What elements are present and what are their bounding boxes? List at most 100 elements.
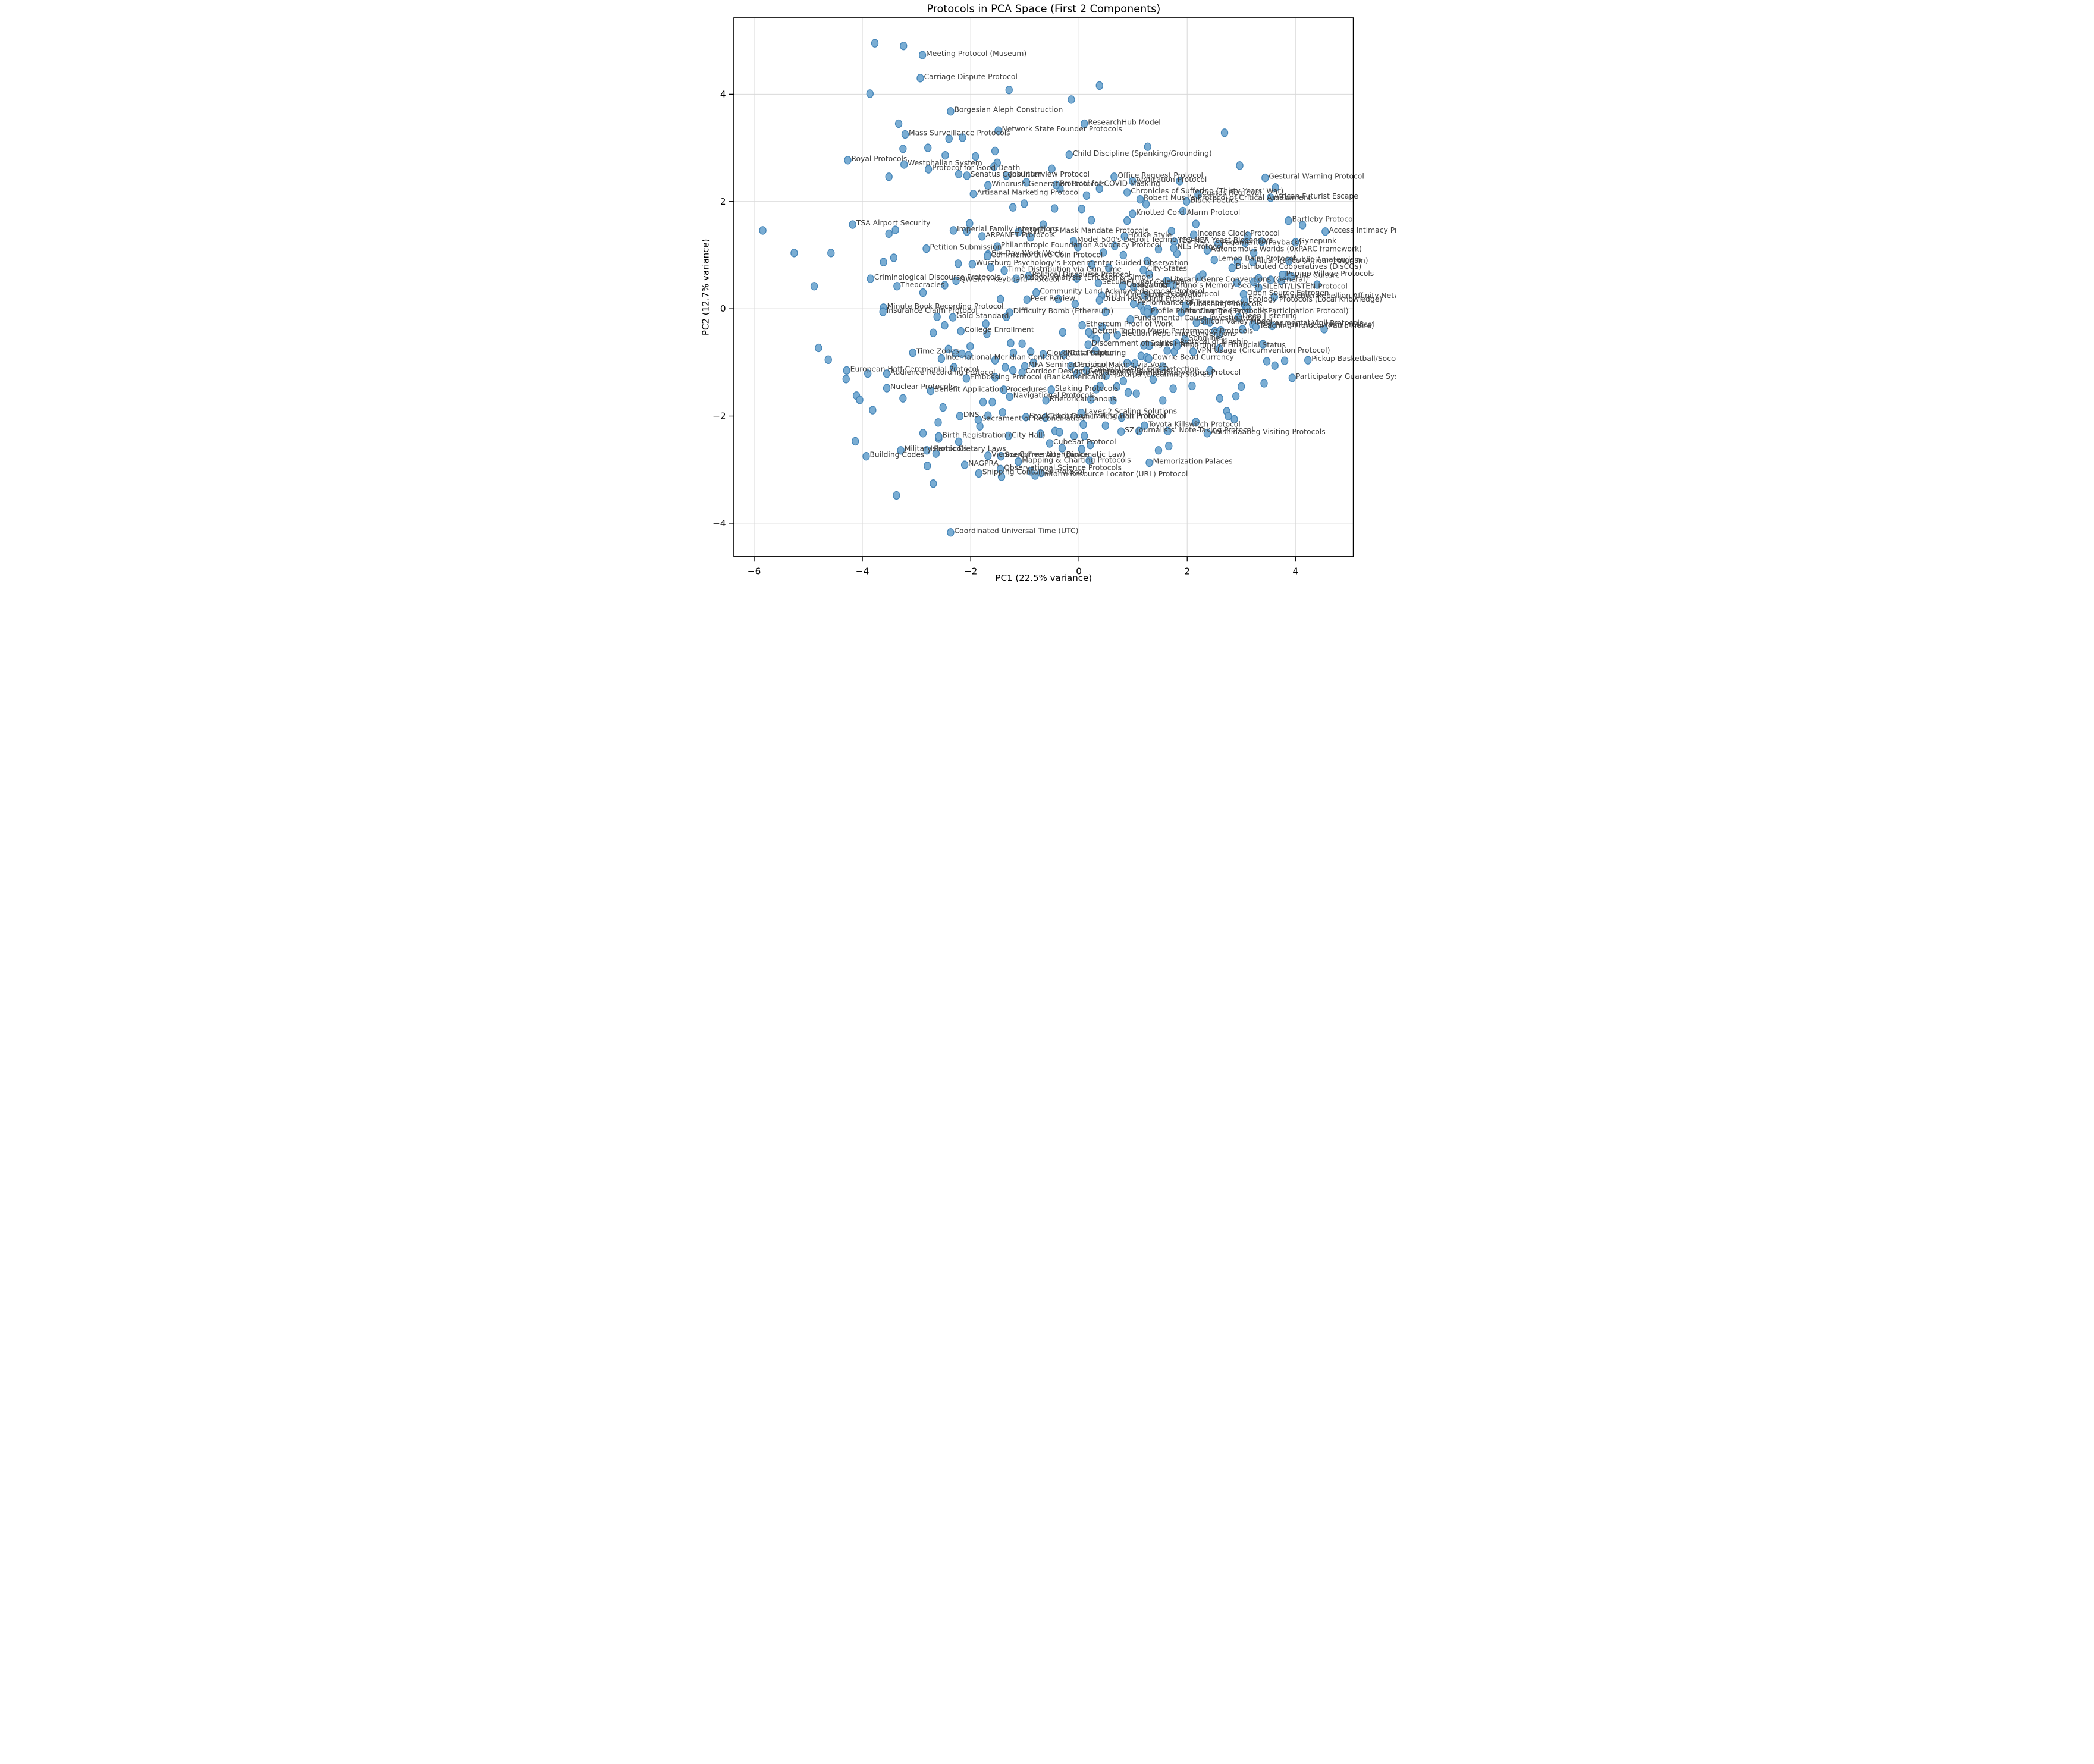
point-label: Lingua Franca: [1147, 340, 1198, 348]
data-point: [939, 403, 947, 412]
data-point: [964, 351, 972, 360]
data-point: [1009, 348, 1017, 357]
point-label: VPN Usage (Circumvention Protocol): [1197, 346, 1330, 354]
data-point: [1233, 278, 1241, 288]
point-label: Time Zones: [915, 347, 959, 356]
point-label: College Enrollment: [964, 326, 1034, 334]
data-point: [1320, 325, 1328, 334]
data-point: [1143, 256, 1151, 266]
data-point: [1047, 385, 1055, 394]
data-point: [975, 469, 982, 478]
data-point: [899, 42, 907, 51]
chart-canvas: Meeting Protocol (Museum) Carriage Disput…: [698, 0, 1396, 588]
data-point: [1215, 330, 1223, 339]
data-point: [1252, 322, 1260, 331]
data-point: [957, 327, 965, 336]
data-point: [1244, 304, 1251, 313]
data-point: [919, 429, 927, 438]
data-point: [1254, 283, 1263, 293]
point-label: Nets Protocol: [1067, 349, 1116, 357]
data-point: [1087, 395, 1094, 404]
point-label: Carriage Dispute Protocol: [924, 73, 1017, 81]
point-label: Audience Recording Protocol: [890, 368, 995, 376]
data-point: [810, 282, 818, 291]
data-point: [1113, 382, 1120, 391]
data-point: [1258, 237, 1266, 246]
point-label: Mass Surveillance Protocols: [908, 129, 1010, 137]
data-point: [1031, 471, 1039, 480]
point-label: Difficulty Bomb (Ethereum): [1013, 307, 1113, 315]
point-label: Gynepunk: [1299, 237, 1337, 245]
data-point: [996, 294, 1004, 304]
point-label: Tribal Council Research Protocol: [1048, 412, 1165, 420]
point-label: Conciliatory Chairman Intervention Proto…: [1080, 368, 1241, 376]
data-point: [966, 342, 974, 351]
y-tick-label: −2: [712, 411, 726, 422]
point-label: Memorization Palaces: [1153, 457, 1232, 465]
point-label: Extinction Rebellion Affinity Networks P…: [1277, 291, 1396, 300]
data-point: [997, 451, 1004, 461]
data-point: [965, 219, 973, 228]
point-label: Imperial Family Interactions: [957, 225, 1059, 233]
data-point: [1241, 238, 1249, 247]
data-point: [1101, 421, 1109, 430]
data-point: [1162, 277, 1170, 285]
data-point: [1018, 368, 1026, 377]
data-point: [1095, 296, 1103, 305]
point-label: DNS: [963, 410, 979, 419]
data-point: [1046, 439, 1053, 448]
point-label: Autonomous Worlds (0xPARC framework): [1210, 244, 1361, 253]
data-point: [991, 146, 999, 156]
data-point: [1266, 275, 1274, 284]
point-label: Criminological Discourse Protocols: [874, 273, 1000, 281]
data-point: [1095, 184, 1103, 193]
data-point: [1102, 332, 1110, 341]
data-point: [1175, 177, 1183, 186]
data-point: [1224, 412, 1232, 420]
data-point: [1066, 362, 1075, 371]
data-point: [984, 181, 991, 190]
point-label: Westphalian System: [908, 159, 982, 167]
point-label: Election Reporting Conventions: [1120, 329, 1236, 338]
point-label: Teaching Protocol (Paulo Freire): [1258, 321, 1374, 329]
data-point: [991, 356, 999, 365]
point-label: Observational Science Protocols: [1004, 463, 1122, 472]
data-point: [1268, 321, 1276, 331]
point-label: ARPANET Protocols: [985, 231, 1055, 239]
data-point: [979, 397, 987, 407]
data-point: [1050, 204, 1058, 213]
data-point: [1041, 413, 1049, 422]
point-label: Layer 2 Scaling Solutions: [1084, 407, 1176, 416]
point-label: Würzburg Psychology's Experimenter-Guide…: [975, 259, 1188, 267]
data-point: [1142, 200, 1150, 209]
data-point: [1126, 315, 1134, 324]
data-point: [890, 253, 897, 262]
data-point: [1041, 396, 1050, 405]
data-point: [956, 412, 963, 420]
data-point: [1101, 307, 1109, 316]
point-label: Profile Photo Change (Symbolic Participa…: [1150, 307, 1348, 315]
point-label: ResearchHub Model: [1088, 118, 1160, 126]
data-point: [1164, 441, 1172, 451]
data-point: [969, 189, 977, 199]
data-point: [1023, 295, 1031, 304]
data-point: [1048, 164, 1056, 173]
data-point: [1129, 282, 1137, 291]
point-label: Gaslighting: [1126, 280, 1167, 288]
data-point: [1119, 376, 1127, 386]
point-label: Deep Listening: [1242, 312, 1296, 320]
data-point: [971, 152, 979, 161]
point-label: Black Poetics: [1190, 196, 1238, 204]
data-point: [827, 249, 834, 258]
point-label: Mutual Aid Swarm Protocol: [1276, 321, 1374, 329]
data-point: [1071, 299, 1079, 309]
point-label: European Hoff Ceremonial Protocol: [850, 365, 978, 373]
point-label: Military Protocols: [904, 445, 967, 453]
data-point: [950, 363, 957, 372]
data-point: [1230, 415, 1238, 424]
data-point: [993, 242, 1001, 251]
point-label: Knotted Cord Alarm Protocol: [1136, 208, 1240, 216]
point-label: Publishing Protocols: [1189, 300, 1262, 308]
data-point: [1205, 366, 1214, 375]
data-point: [1117, 413, 1125, 422]
